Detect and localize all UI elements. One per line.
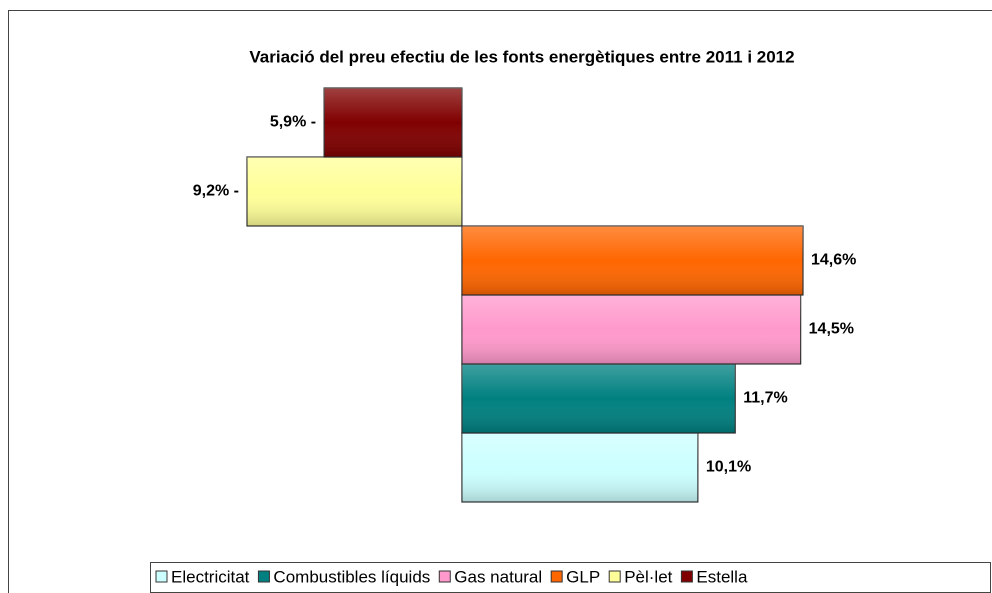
legend-swatch [257, 570, 270, 583]
bar-shade [461, 364, 736, 433]
value-label: 14,6% [811, 252, 856, 269]
legend-label: Estella [696, 567, 748, 586]
value-label: 9,2% - [193, 183, 239, 200]
legend-label: GLP [566, 567, 600, 586]
legend-swatch [550, 570, 563, 583]
legend-label: Pèl·let [624, 567, 672, 586]
legend-swatch [608, 570, 621, 583]
chart-title: Variació del preu efectiu de les fonts e… [249, 47, 794, 66]
bar-shade [461, 295, 801, 364]
value-label: 5,9% - [270, 114, 316, 131]
bar-shade [247, 157, 462, 226]
legend-swatch [155, 570, 168, 583]
value-label: 14,5% [809, 321, 854, 338]
legend-swatch [680, 570, 693, 583]
legend-swatch [438, 570, 451, 583]
legend-label: Electricitat [171, 567, 250, 586]
value-label: 10,1% [706, 459, 751, 476]
chart-border [8, 10, 992, 593]
bar-shade [461, 433, 698, 502]
bar-shade [461, 226, 803, 295]
bar-shade [324, 88, 462, 157]
legend-label: Combustibles líquids [273, 567, 430, 586]
legend-label: Gas natural [454, 567, 542, 586]
value-label: 11,7% [743, 390, 787, 407]
